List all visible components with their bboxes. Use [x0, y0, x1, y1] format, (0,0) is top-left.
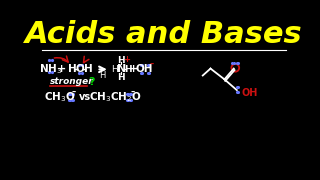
Text: –: – — [74, 64, 79, 74]
Text: NH$_3$: NH$_3$ — [39, 62, 62, 76]
Text: +: + — [123, 55, 130, 64]
Text: H: H — [117, 73, 125, 82]
Text: stronger: stronger — [50, 77, 94, 86]
Text: H: H — [124, 65, 132, 74]
Text: Acids and Bases: Acids and Bases — [25, 20, 303, 49]
Text: –: – — [149, 59, 154, 68]
Text: CH$_3$O: CH$_3$O — [44, 90, 76, 104]
Text: H: H — [68, 64, 77, 74]
Text: +: + — [57, 64, 66, 74]
Text: OH: OH — [136, 64, 153, 74]
Text: N: N — [117, 64, 126, 74]
Text: –: – — [130, 88, 134, 97]
Text: CH$_3$CH$_2$O: CH$_3$CH$_2$O — [89, 90, 142, 104]
Text: O: O — [76, 64, 85, 74]
Text: –: – — [82, 64, 87, 74]
Text: –: – — [72, 88, 76, 97]
Text: ?: ? — [88, 77, 94, 87]
Text: vs: vs — [79, 92, 91, 102]
Text: H: H — [117, 56, 125, 65]
Text: H: H — [100, 71, 106, 80]
Text: +: + — [128, 64, 138, 74]
Text: H: H — [84, 64, 92, 74]
Text: H: H — [111, 65, 118, 74]
Text: OH: OH — [242, 88, 258, 98]
